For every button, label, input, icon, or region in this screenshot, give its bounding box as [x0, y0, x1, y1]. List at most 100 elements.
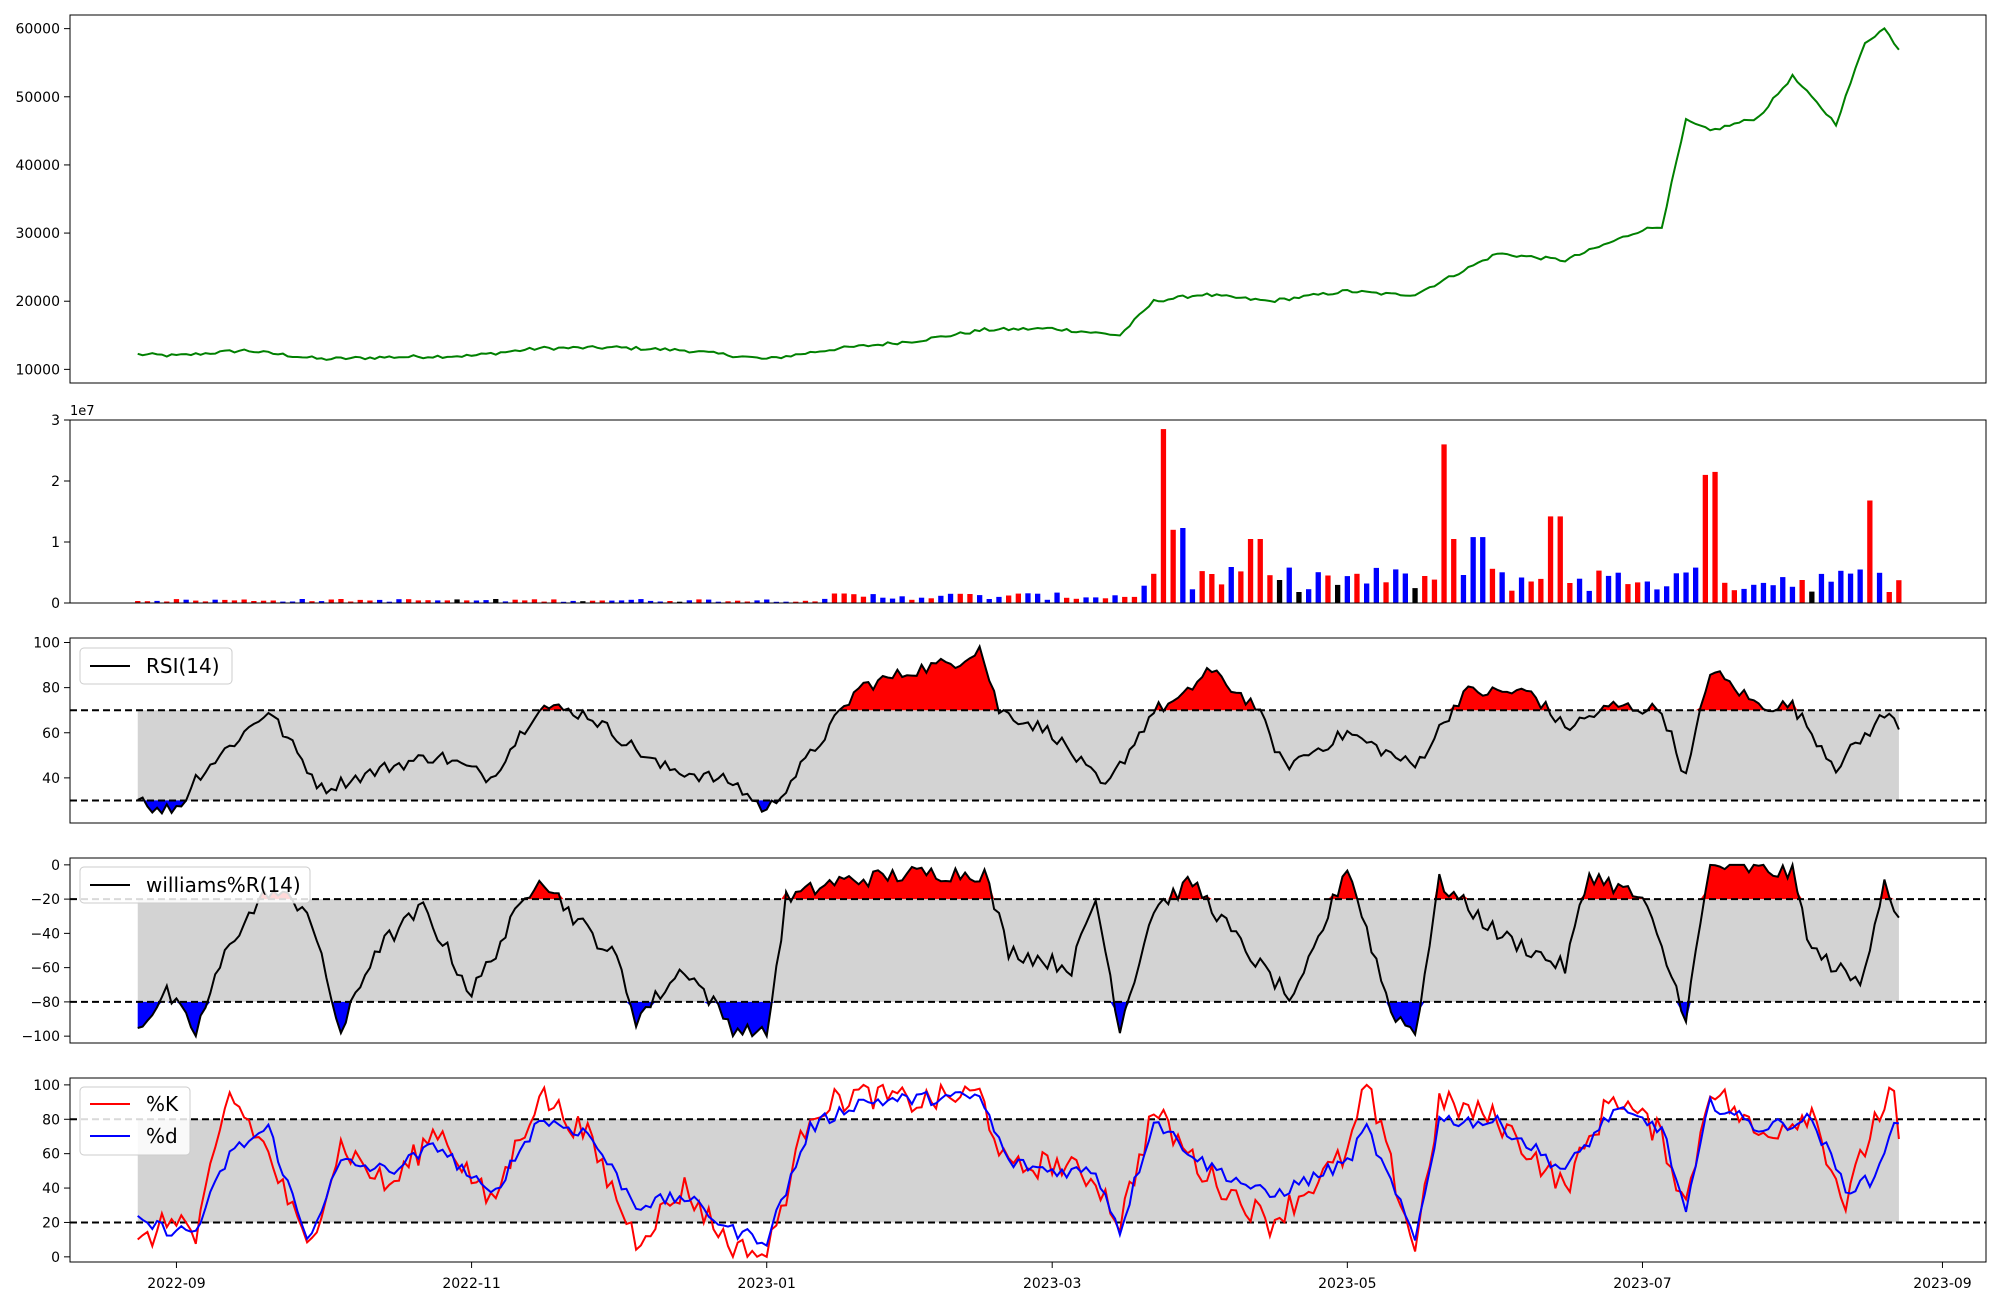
volume-bar: [899, 596, 905, 603]
volume-bar: [1528, 581, 1534, 603]
volume-bar: [1228, 567, 1234, 603]
volume-bar: [1276, 580, 1283, 603]
williams-threshold-lines: [70, 898, 1986, 1003]
volume-bar: [531, 599, 538, 603]
williams-panel: 0 −20 −40 −60 −80 −100 williams%R(14): [22, 857, 1987, 1045]
volume-bar: [367, 600, 373, 603]
y-tick-label: 60: [42, 1147, 60, 1163]
volume-bar: [996, 596, 1002, 603]
rsi-legend-label: RSI(14): [146, 654, 220, 678]
volume-bar: [851, 594, 857, 603]
volume-bar: [202, 601, 209, 603]
stochastic-legend: %K %d: [79, 1086, 191, 1156]
volume-bar: [493, 599, 499, 603]
volume-bar: [589, 600, 596, 603]
y-tick-label: 60000: [15, 22, 60, 38]
y-tick-label: 80: [42, 681, 60, 697]
volume-bar: [1518, 577, 1525, 603]
volume-bar: [1576, 578, 1583, 603]
k-series-line: [137, 1082, 1900, 1260]
volume-bar: [1238, 571, 1244, 603]
y-tick-label: 40: [42, 771, 60, 787]
volume-bar: [725, 601, 731, 603]
price-line: [137, 27, 1900, 361]
volume-bar: [1857, 569, 1863, 603]
volume-bar: [793, 601, 799, 603]
volume-bar: [444, 600, 450, 603]
y-tick-label: 60: [42, 726, 60, 742]
volume-bar: [1354, 573, 1360, 603]
y-tick-label: 100: [33, 636, 60, 652]
volume-bar: [435, 600, 441, 603]
volume-bar: [318, 601, 325, 603]
volume-bar: [1886, 592, 1892, 603]
volume-bar: [1160, 429, 1167, 603]
volume-bar: [677, 601, 683, 603]
y-tick-label: 20000: [15, 294, 60, 310]
volume-y-ticks: 0 1 2 3: [51, 413, 70, 612]
volume-bar: [1470, 537, 1476, 603]
volume-bar: [618, 600, 625, 603]
volume-bar: [1006, 595, 1012, 603]
stochastic-legend-label-k: %K: [146, 1092, 179, 1116]
volume-bar: [144, 601, 151, 603]
volume-bar: [338, 599, 344, 603]
volume-bar: [280, 601, 286, 603]
volume-bar: [1896, 580, 1902, 603]
volume-panel-frame: [69, 419, 1987, 604]
y-tick-label: −20: [30, 892, 60, 908]
volume-bar: [415, 600, 421, 603]
y-tick-label: 2: [51, 474, 60, 490]
volume-bar: [1286, 567, 1292, 603]
volume-bar: [1625, 584, 1631, 603]
volume-bar: [1131, 596, 1138, 603]
volume-bar: [1015, 593, 1021, 603]
rsi-legend: RSI(14): [79, 647, 233, 685]
volume-bar: [1257, 539, 1263, 603]
stochastic-x-ticks: 2022-09 2022-11 2023-01 2023-03 2023-05 2023-…: [147, 1262, 1972, 1292]
volume-bar: [1538, 578, 1544, 603]
volume-bar: [502, 601, 509, 603]
volume-bar: [918, 597, 925, 603]
volume-bar: [473, 600, 480, 603]
volume-bar: [357, 599, 363, 603]
volume-bar: [783, 601, 789, 603]
volume-bar: [1644, 581, 1650, 603]
volume-bar: [580, 601, 586, 603]
volume-bar: [744, 601, 750, 603]
volume-bar: [1712, 471, 1718, 603]
volume-bar: [1654, 589, 1660, 603]
volume-bar: [222, 599, 228, 603]
stochastic-lines: [137, 1082, 1900, 1260]
volume-bar: [1760, 582, 1767, 603]
volume-bar: [1393, 569, 1399, 603]
y-tick-label: −80: [30, 995, 60, 1011]
volume-bar: [764, 599, 770, 603]
volume-bar: [1664, 586, 1670, 603]
volume-bar: [309, 601, 315, 603]
x-tick-label: 2023-03: [1023, 1276, 1082, 1292]
volume-bar: [231, 600, 238, 603]
volume-bar: [154, 600, 160, 603]
volume-bar: [183, 599, 189, 603]
y-tick-label: 1: [51, 535, 60, 551]
volume-bar: [860, 596, 867, 603]
volume-bar: [802, 600, 809, 603]
volume-bar: [1605, 575, 1612, 603]
volume-bar: [270, 600, 276, 603]
volume-bar: [1122, 596, 1128, 603]
price-y-ticks: 10000 20000 30000 40000 50000 60000: [15, 22, 70, 378]
volume-bars: [135, 429, 1902, 603]
volume-bar: [1586, 590, 1592, 603]
volume-bar: [1702, 474, 1708, 603]
volume-bar: [1431, 579, 1438, 603]
rsi-legend-box: [79, 647, 233, 685]
volume-bar: [173, 599, 180, 603]
volume-bar: [628, 599, 634, 603]
volume-bar: [870, 594, 876, 603]
volume-bar: [1441, 444, 1447, 603]
volume-bar: [1799, 580, 1805, 603]
volume-bar: [1073, 598, 1079, 603]
volume-bar: [1789, 586, 1796, 603]
